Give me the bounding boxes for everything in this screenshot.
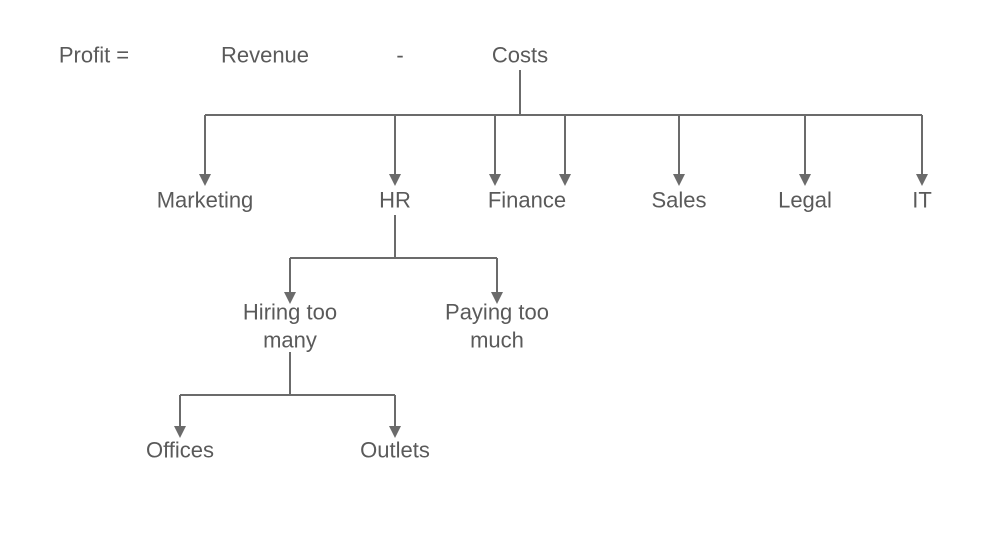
node-finance: Finance [488,186,566,214]
node-legal: Legal [778,186,832,214]
node-it: IT [912,186,932,214]
node-outlets: Outlets [360,436,430,464]
node-offices: Offices [146,436,214,464]
node-marketing: Marketing [157,186,254,214]
node-profit: Profit = [59,41,129,69]
node-paying: Paying too much [445,299,549,354]
node-sales: Sales [651,186,706,214]
node-hiring: Hiring too many [243,299,337,354]
node-costs: Costs [492,41,548,69]
node-hr: HR [379,186,411,214]
node-minus: - [396,41,403,69]
node-revenue: Revenue [221,41,309,69]
